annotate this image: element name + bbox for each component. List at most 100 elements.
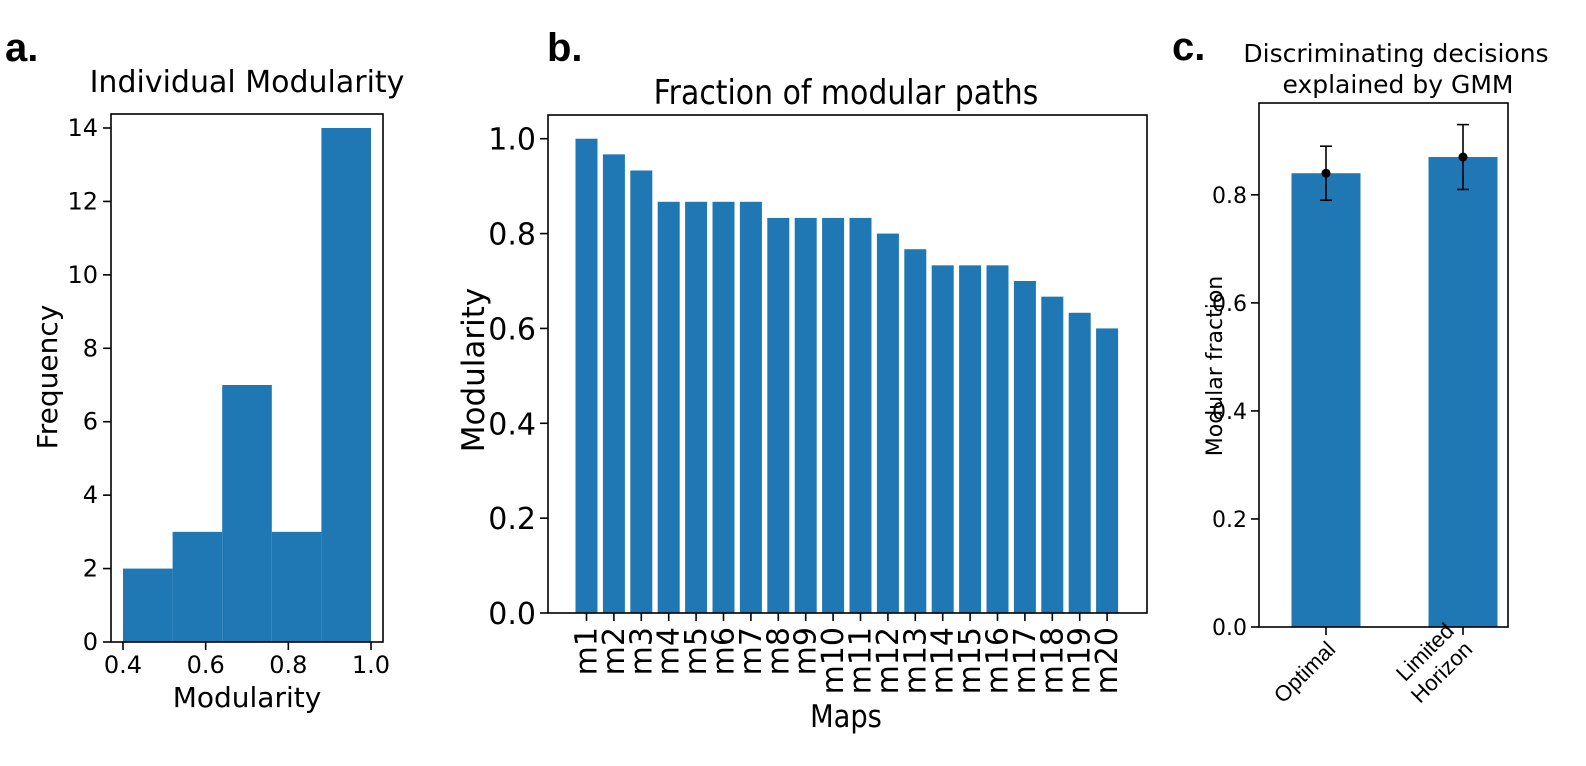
map-bar — [1096, 328, 1119, 613]
map-bar — [712, 201, 735, 613]
map-tick-label: m16 — [981, 627, 1016, 694]
y-tick-label: 6 — [83, 408, 98, 436]
map-bar — [1013, 281, 1036, 613]
map-tick-label: m12 — [871, 627, 906, 694]
map-bar — [959, 265, 982, 613]
panel-a-ylabel: Frequency — [31, 305, 64, 450]
y-tick-label: 0.4 — [1212, 400, 1247, 425]
map-tick-label: m2 — [597, 627, 632, 675]
modular-fraction-bar — [1291, 173, 1361, 627]
histogram-bar — [321, 128, 371, 642]
map-tick-label: m9 — [789, 627, 824, 675]
y-tick-label: 14 — [67, 114, 98, 142]
panel-c-axes-frame — [1258, 102, 1509, 628]
map-tick-label: m3 — [624, 627, 659, 675]
map-bar — [739, 201, 762, 613]
y-tick-label: 0.8 — [1212, 184, 1247, 209]
map-tick-label: m1 — [570, 627, 605, 675]
panel-a-x-ticks: 0.4 0.6 0.8 1.0 — [104, 642, 390, 679]
map-tick-label: m7 — [734, 627, 769, 675]
map-tick-label: m13 — [898, 627, 933, 694]
x-tick-label: 0.8 — [269, 651, 307, 679]
map-tick-label: m11 — [844, 627, 879, 694]
panel-a-bars — [123, 128, 371, 642]
panel-a-label: a. — [5, 26, 38, 70]
panel-c-bars — [1291, 123, 1498, 627]
map-bar — [876, 233, 899, 614]
panel-b-x-ticks: m1m2m3m4m5m6m7m8m9m10m11m12m13m14m15m16m… — [570, 613, 1125, 694]
y-tick-label: 0.6 — [1212, 292, 1247, 317]
histogram-bar — [172, 531, 223, 642]
map-bar — [849, 217, 872, 614]
panel-b-xlabel: Maps — [810, 698, 882, 734]
map-bar — [767, 217, 790, 614]
map-bar — [904, 249, 927, 614]
map-bar — [1041, 296, 1064, 613]
map-tick-label: m10 — [816, 627, 851, 694]
panel-b-title: Fraction of modular paths — [654, 72, 1039, 112]
y-tick-label: 0.2 — [488, 502, 536, 537]
map-bar — [602, 154, 625, 613]
modular-fraction-bar — [1428, 157, 1498, 627]
map-tick-label: m19 — [1063, 627, 1098, 694]
panel-a-xlabel: Modularity — [173, 681, 322, 714]
map-bar — [630, 170, 653, 613]
category-label-line: Optimal — [1269, 637, 1340, 708]
mean-point — [1321, 168, 1331, 178]
histogram-bar — [271, 531, 322, 642]
y-tick-label: 4 — [83, 481, 98, 509]
histogram-bar — [123, 568, 173, 642]
map-bar — [1068, 312, 1091, 613]
y-tick-label: 1.0 — [488, 123, 536, 158]
map-bar — [822, 217, 845, 614]
panel-c-label: c. — [1172, 25, 1205, 69]
map-tick-label: m17 — [1008, 627, 1043, 694]
map-tick-label: m5 — [679, 627, 714, 675]
mean-point — [1458, 152, 1468, 162]
panel-b-ylabel: Modularity — [456, 288, 492, 453]
panel-b-y-ticks: 0.0 0.2 0.4 0.6 0.8 1.0 — [488, 123, 548, 632]
panel-b: b. Fraction of modular paths m1m2m3m4m5m… — [456, 26, 1148, 734]
x-tick-label: 0.6 — [187, 651, 225, 679]
y-tick-label: 12 — [67, 187, 98, 215]
y-tick-label: 10 — [67, 261, 98, 289]
map-bar — [575, 138, 598, 613]
map-tick-label: m6 — [707, 627, 742, 675]
category-label: Optimal — [1269, 637, 1340, 708]
y-tick-label: 0.2 — [1212, 508, 1247, 533]
map-tick-label: m15 — [953, 627, 988, 694]
y-tick-label: 2 — [83, 555, 98, 583]
y-tick-label: 0 — [83, 628, 98, 656]
map-bar — [794, 217, 817, 614]
x-tick-label: 0.4 — [104, 651, 142, 679]
panel-a-axes-frame — [110, 113, 384, 643]
y-tick-label: 8 — [83, 334, 98, 362]
map-tick-label: m14 — [926, 627, 961, 694]
histogram-bar — [222, 385, 272, 642]
panel-c-y-ticks: 0.0 0.2 0.4 0.6 0.8 — [1212, 184, 1259, 641]
y-tick-label: 0.6 — [488, 312, 536, 347]
y-tick-label: 0.0 — [488, 597, 536, 632]
map-tick-label: m20 — [1090, 627, 1125, 694]
panel-a: a. Individual Modularity 0.4 0.6 0.8 1.0 0 2… — [5, 26, 404, 714]
panel-c-title-line-2: explained by GMM — [1283, 70, 1514, 99]
map-tick-label: m8 — [761, 627, 796, 675]
map-tick-label: m4 — [652, 627, 687, 675]
map-tick-label: m18 — [1035, 627, 1070, 694]
panel-c-ylabel: Modular fraction — [1203, 276, 1228, 457]
map-bar — [685, 201, 708, 613]
panel-b-bars — [575, 138, 1119, 614]
y-tick-label: 0.0 — [1212, 616, 1247, 641]
y-tick-label: 0.4 — [488, 407, 536, 442]
map-bar — [986, 265, 1009, 613]
panel-c: c. Discriminating decisions explained by… — [1172, 25, 1549, 708]
panel-b-axes-frame — [547, 114, 1148, 614]
panel-a-title: Individual Modularity — [90, 65, 405, 100]
panel-a-y-ticks: 0 2 4 6 8 10 12 14 — [67, 114, 111, 656]
y-tick-label: 0.8 — [488, 218, 536, 253]
panel-c-title-line-1: Discriminating decisions — [1243, 39, 1548, 68]
map-bar — [931, 265, 954, 613]
map-bar — [657, 201, 680, 613]
